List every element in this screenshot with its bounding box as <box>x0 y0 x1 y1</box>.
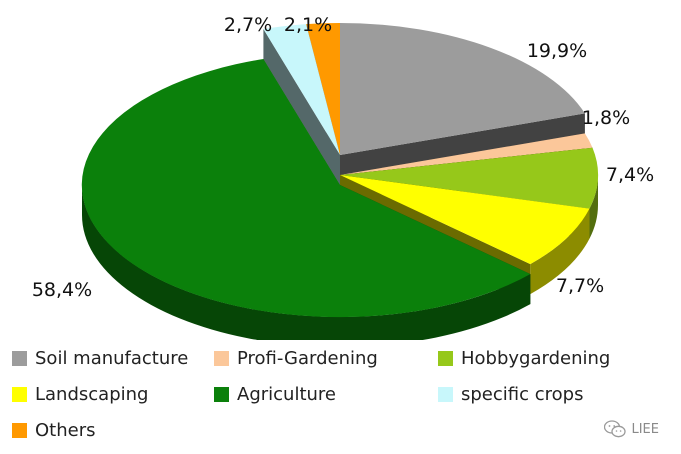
legend-swatch <box>12 386 27 402</box>
slice-soil-manufacture-top <box>340 22 585 155</box>
slice-others-top <box>306 22 340 155</box>
pie-slices <box>81 22 599 340</box>
data-label-others: 2,1% <box>284 14 332 36</box>
legend-label: specific crops <box>461 383 584 405</box>
slice-hobbygardening-edge <box>589 175 598 239</box>
legend-item-others: Others <box>12 420 214 441</box>
legend-item-agriculture: Agriculture <box>214 384 438 405</box>
legend-item-specific-crops: specific crops <box>438 384 652 405</box>
legend-label: Agriculture <box>237 383 336 405</box>
legend-item-profi-gardening: Profi-Gardening <box>214 348 438 369</box>
slice-agriculture-edge <box>82 185 531 340</box>
legend-row: Landscaping Agriculture specific crops <box>12 376 652 412</box>
slice-hobbygardening-top <box>340 147 599 209</box>
legend-swatch <box>438 350 453 366</box>
legend-swatch <box>214 386 229 402</box>
legend: Soil manufacture Profi-Gardening Hobbygard… <box>12 340 652 448</box>
legend-swatch <box>438 386 453 402</box>
legend-swatch <box>12 350 27 366</box>
legend-swatch <box>214 350 229 366</box>
slice-specific-crops-wall-start <box>263 29 340 185</box>
slice-landscaping-top <box>340 175 590 265</box>
data-label-agriculture: 58,4% <box>32 279 92 301</box>
slice-specific-crops-top <box>263 24 340 155</box>
slice-profi-gardening-top <box>340 133 593 175</box>
legend-item-landscaping: Landscaping <box>12 384 214 405</box>
slice-landscaping-edge <box>530 208 590 295</box>
slice-specific-crops <box>263 24 340 185</box>
legend-row: Soil manufacture Profi-Gardening Hobbygard… <box>12 340 652 376</box>
legend-item-hobbygardening: Hobbygardening <box>438 348 652 369</box>
legend-label: Soil manufacture <box>35 347 189 369</box>
data-label-landscaping: 7,7% <box>556 275 604 297</box>
pie-chart-svg: 19,9% 1,8% 7,4% 7,7% 58,4% 2,7% 2,1% <box>32 14 654 340</box>
data-label-hobbygardening: 7,4% <box>606 164 654 186</box>
data-label-soil-manufacture: 19,9% <box>527 40 587 62</box>
legend-label: Others <box>35 419 96 441</box>
legend-item-soil-manufacture: Soil manufacture <box>12 348 214 369</box>
slice-agriculture <box>81 59 531 340</box>
legend-label: Profi-Gardening <box>237 347 378 369</box>
watermark-text: LIEE <box>631 421 659 437</box>
legend-swatch <box>12 422 27 438</box>
slice-agriculture-top <box>81 59 531 318</box>
data-labels: 19,9% 1,8% 7,4% 7,7% 58,4% 2,7% 2,1% <box>32 14 654 301</box>
wechat-icon <box>604 420 627 438</box>
legend-row: Others <box>12 412 652 448</box>
data-label-profi-gardening: 1,8% <box>582 107 630 129</box>
data-label-specific-crops: 2,7% <box>224 14 272 36</box>
watermark: LIEE <box>604 420 659 438</box>
legend-label: Landscaping <box>35 383 149 405</box>
legend-label: Hobbygardening <box>461 347 611 369</box>
